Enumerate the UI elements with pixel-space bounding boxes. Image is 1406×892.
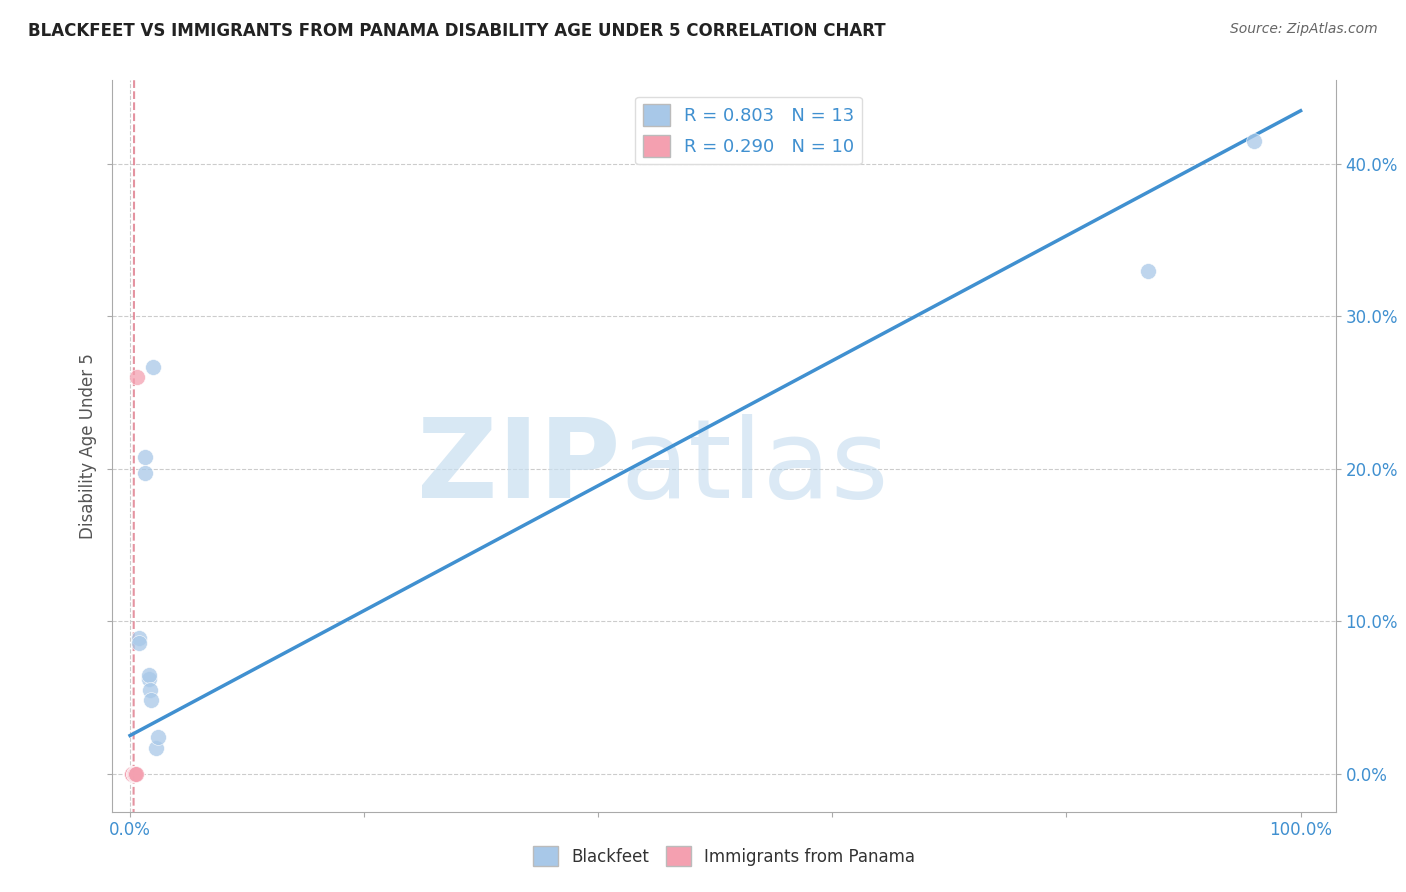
Point: [128, 635, 150, 649]
Point: [121, 766, 143, 780]
Point: [122, 766, 145, 780]
Point: [121, 766, 143, 780]
Y-axis label: Disability Age Under 5: Disability Age Under 5: [79, 353, 97, 539]
Point: [124, 766, 146, 780]
Point: [1137, 264, 1160, 278]
Point: [121, 766, 143, 780]
Point: [134, 450, 156, 464]
Point: [138, 667, 160, 681]
Point: [139, 682, 162, 697]
Point: [146, 730, 169, 744]
Point: [128, 631, 150, 645]
Point: [139, 693, 162, 707]
Point: [142, 359, 165, 374]
Text: BLACKFEET VS IMMIGRANTS FROM PANAMA DISABILITY AGE UNDER 5 CORRELATION CHART: BLACKFEET VS IMMIGRANTS FROM PANAMA DISA…: [28, 22, 886, 40]
Point: [138, 672, 160, 686]
Point: [125, 766, 148, 780]
Point: [125, 370, 148, 384]
Point: [134, 467, 156, 481]
Point: [122, 766, 145, 780]
Text: Source: ZipAtlas.com: Source: ZipAtlas.com: [1230, 22, 1378, 37]
Text: ZIP: ZIP: [416, 415, 620, 522]
Point: [124, 766, 146, 780]
Point: [145, 740, 167, 755]
Point: [122, 766, 145, 780]
Legend: Blackfeet, Immigrants from Panama: Blackfeet, Immigrants from Panama: [526, 839, 922, 873]
Point: [1243, 134, 1265, 148]
Text: atlas: atlas: [620, 415, 889, 522]
